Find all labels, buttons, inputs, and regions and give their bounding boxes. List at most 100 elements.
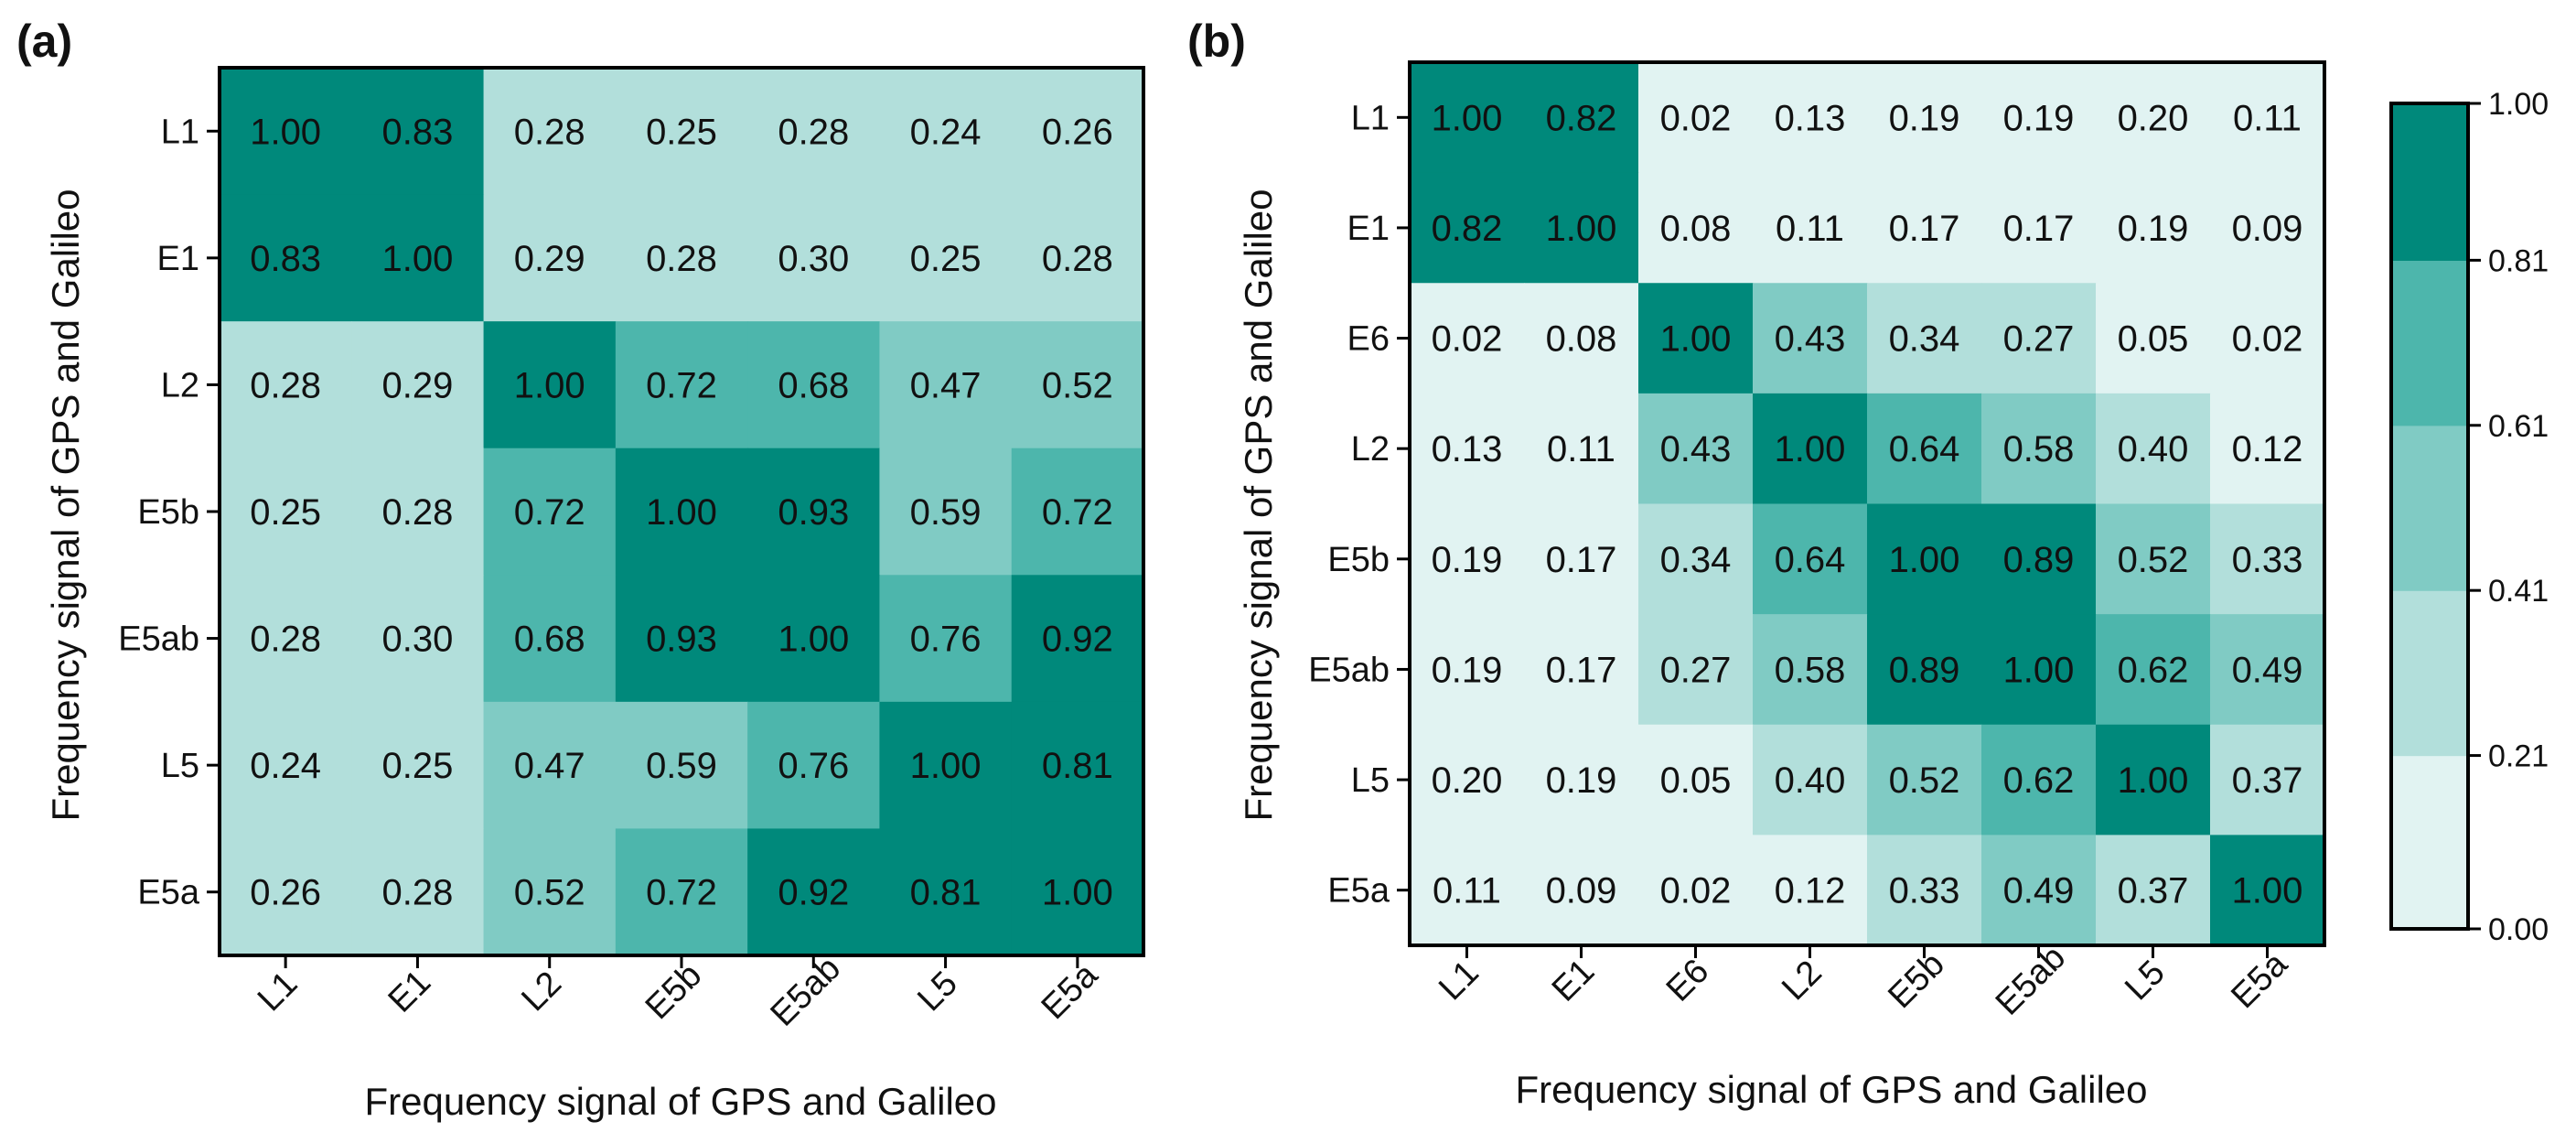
heatmap-b-cell — [1867, 503, 1982, 615]
heatmap-a-x-tick-label: E5a — [1035, 955, 1106, 1027]
heatmap-b-cell-value: 0.58 — [1775, 650, 1846, 690]
heatmap-a-cell — [220, 828, 352, 956]
heatmap-b-cell — [2096, 283, 2211, 394]
colorbar-frame — [2389, 102, 2470, 931]
heatmap-b-cell — [1410, 283, 1525, 394]
heatmap-a-x-tick-label: L1 — [251, 965, 306, 1019]
heatmap-a-cell-value: 0.76 — [778, 746, 849, 786]
heatmap-b-cell-value: 0.27 — [2003, 319, 2075, 360]
heatmap-a-x-tick-label: L2 — [514, 965, 569, 1019]
heatmap-b-cell-value: 0.19 — [1546, 760, 1617, 801]
heatmap-b-cell-value: 0.40 — [2118, 429, 2189, 469]
heatmap-a-cell-value: 0.25 — [381, 746, 453, 786]
heatmap-a-cell — [483, 194, 617, 322]
heatmap-b-cell-value: 1.00 — [2003, 650, 2075, 690]
colorbar-tick-label: 0.61 — [2488, 409, 2549, 444]
heatmap-b-cell — [1753, 614, 1868, 726]
heatmap-b-cell-value: 1.00 — [1660, 319, 1732, 360]
heatmap-a-cell-value: 0.28 — [1042, 239, 1113, 279]
heatmap-a-cell — [483, 701, 617, 830]
heatmap-b-cell-value: 0.12 — [2232, 429, 2303, 469]
heatmap-b-cell — [1638, 503, 1754, 615]
heatmap-a-cell-value: 0.72 — [1042, 492, 1113, 533]
heatmap-a-cell — [220, 701, 352, 830]
heatmap-b-cell-value: 0.58 — [2003, 429, 2075, 469]
heatmap-b-frame — [1408, 60, 2326, 947]
heatmap-b-x-tick-label: E5b — [1881, 945, 1952, 1017]
heatmap-b-cell — [1981, 835, 2097, 946]
heatmap-b-cell-value: 0.11 — [1547, 429, 1615, 469]
heatmap-b-cell-value: 0.08 — [1660, 209, 1732, 249]
heatmap-b-cell — [1638, 62, 1754, 174]
colorbar-tick-label: 0.00 — [2488, 912, 2549, 947]
heatmap-b-cell — [1410, 172, 1525, 284]
heatmap-b-cell-value: 0.02 — [1660, 871, 1732, 911]
heatmap-b-x-ticks: L1 E1 E6 L2 E5b E5ab L5 E5a — [1432, 938, 2295, 1022]
heatmap-a-cell-value: 0.25 — [646, 112, 717, 152]
heatmap-b-cell-value: 0.11 — [1433, 871, 1501, 911]
heatmap-a-cell-value: 0.92 — [1042, 620, 1113, 660]
heatmap-b-cell — [1867, 724, 1982, 836]
heatmap-a-cell-value: 1.00 — [1042, 873, 1113, 913]
heatmap-b-cell-value: 0.62 — [2118, 650, 2189, 690]
heatmap-a-cell-value: 0.26 — [1042, 112, 1113, 152]
heatmap-b-y-tick-label: E1 — [1347, 210, 1390, 248]
heatmap-b-cell — [1638, 835, 1754, 946]
panel-a-label: (a) — [16, 16, 72, 67]
heatmap-a-cell — [483, 447, 617, 576]
heatmap-a-cell-value: 0.28 — [646, 239, 717, 279]
heatmap-b-cell — [2096, 503, 2211, 615]
heatmap-b-cell-value: 0.34 — [1660, 540, 1732, 580]
heatmap-b-cell — [1638, 172, 1754, 284]
heatmap-a-cell — [615, 701, 748, 830]
heatmap-a-cell-value: 0.47 — [910, 365, 982, 405]
heatmap-a-y-tick-label: L2 — [161, 366, 199, 404]
heatmap-a-cell — [220, 447, 352, 576]
heatmap-b-cell — [2096, 835, 2211, 946]
heatmap-b-cell-value: 0.08 — [1546, 319, 1617, 360]
heatmap-b-cell — [1981, 724, 2097, 836]
heatmap-b-cell-value: 0.64 — [1889, 429, 1960, 469]
heatmap-b-cell — [1867, 172, 1982, 284]
heatmap-a-cell-value: 0.29 — [514, 239, 585, 279]
heatmap-panel-a: (a) 1.00 0.83 0.28 0.25 0.28 0.24 0.260.83 1.00… — [16, 16, 1145, 1123]
heatmap-b-cell — [1981, 172, 2097, 284]
heatmap-b-cell — [1867, 62, 1982, 174]
heatmap-a-cell — [1011, 701, 1144, 830]
heatmap-b-cell-value: 1.00 — [1546, 209, 1617, 249]
heatmap-b-cell-value: 0.19 — [1889, 98, 1960, 138]
heatmap-b-cell-value: 0.52 — [1889, 760, 1960, 801]
heatmap-b-cell — [1981, 62, 2097, 174]
colorbar-bins — [2391, 103, 2468, 930]
heatmap-b-cell-value: 0.20 — [2118, 98, 2189, 138]
heatmap-a-cell — [1011, 828, 1144, 956]
heatmap-b-x-axis-label: Frequency signal of GPS and Galileo — [1515, 1068, 2147, 1111]
heatmap-a-cell — [879, 828, 1013, 956]
heatmap-b-cell — [1524, 724, 1639, 836]
heatmap-a-cell — [1011, 194, 1144, 322]
heatmap-a-cell-value: 0.72 — [514, 492, 585, 533]
heatmap-a-cell-value: 0.47 — [514, 746, 585, 786]
heatmap-a-cell — [220, 194, 352, 322]
heatmap-a-cell-value: 0.52 — [1042, 365, 1113, 405]
colorbar-tick-label: 1.00 — [2488, 87, 2549, 122]
heatmap-a-cell — [879, 68, 1013, 196]
heatmap-a-y-tick-label: E5ab — [118, 620, 199, 659]
heatmap-a-cell-value: 0.83 — [250, 239, 321, 279]
heatmap-b-x-tick-label: L5 — [2118, 954, 2173, 1008]
heatmap-a-cell — [747, 828, 881, 956]
heatmap-a-cell — [351, 575, 485, 703]
heatmap-b-x-tick-label: E1 — [1545, 952, 1603, 1009]
heatmap-a-cell — [351, 194, 485, 322]
heatmap-b-cell — [1524, 835, 1639, 946]
heatmap-b-cell-value: 0.64 — [1775, 540, 1846, 580]
heatmap-b-x-tick-label: E5ab — [1989, 938, 2073, 1022]
heatmap-a-cell-value: 0.93 — [778, 492, 849, 533]
heatmap-a-cell-value: 0.81 — [1042, 746, 1113, 786]
heatmap-b-cell — [1410, 62, 1525, 174]
heatmap-a-cell — [220, 575, 352, 703]
heatmap-a-cell-value: 0.81 — [910, 873, 982, 913]
heatmap-a-x-ticks: L1 E1 L2 E5b E5ab L5 E5a — [251, 949, 1106, 1033]
heatmap-b-cell-value: 0.02 — [2232, 319, 2303, 360]
